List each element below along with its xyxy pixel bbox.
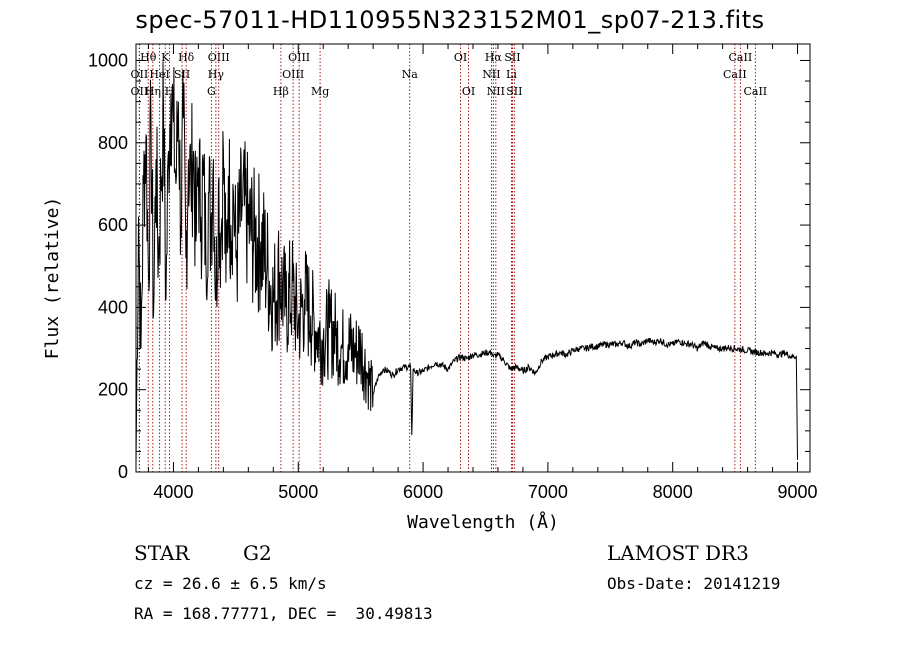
spectral-line-label: HeI: [149, 68, 169, 81]
x-axis-label: Wavelength (Å): [407, 511, 559, 533]
x-tick-label: 7000: [528, 482, 568, 502]
spectral-line-label: OII: [131, 85, 149, 98]
spectral-line-label: Hβ: [273, 85, 289, 98]
spectral-line-label: NII: [487, 85, 505, 98]
survey-label: LAMOST DR3: [607, 541, 749, 565]
spectral-line-label: Hη: [145, 85, 161, 98]
spectral-line-label: Hα: [485, 51, 503, 64]
y-tick-label: 600: [98, 215, 128, 235]
y-tick-label: 0: [118, 462, 128, 482]
spectral-line-label: H: [165, 85, 175, 98]
spectral-line-label: G: [207, 85, 216, 98]
spectral-line-label: OIII: [288, 51, 310, 64]
coordinates-label: RA = 168.77771, DEC = 30.49813: [134, 604, 433, 623]
spectral-line-label: CaII: [723, 68, 747, 81]
spectral-line-label: Li: [506, 68, 517, 81]
object-class: STAR: [134, 541, 190, 565]
spectral-line-label: OII: [131, 68, 149, 81]
spectral-line-label: K: [161, 51, 170, 64]
spectral-line-label: OI: [454, 51, 467, 64]
spectral-line-label: OI: [462, 85, 475, 98]
spectral-line-label: Hγ: [208, 68, 225, 81]
spectral-line-label: Na: [402, 68, 419, 81]
spectral-line-label: SII: [174, 68, 190, 81]
x-tick-label: 4000: [153, 482, 193, 502]
spectral-line-label: NII: [482, 68, 500, 81]
x-tick-label: 9000: [777, 482, 817, 502]
x-tick-label: 8000: [653, 482, 693, 502]
obs-date-label: Obs-Date: 20141219: [607, 574, 781, 593]
y-tick-label: 400: [98, 297, 128, 317]
flux-series-line: [135, 61, 798, 464]
y-axis-label: Flux (relative): [42, 197, 63, 360]
spectral-line-label: CaII: [743, 85, 767, 98]
spectral-line-label: OIII: [282, 68, 304, 81]
spectral-line-label: Hθ: [140, 51, 157, 64]
x-tick-label: 5000: [278, 482, 318, 502]
spectral-line-label: SII: [506, 85, 522, 98]
spectral-line-label: Hδ: [178, 51, 195, 64]
spectral-line-label: OIII: [208, 51, 230, 64]
spectral-line-label: CaII: [729, 51, 753, 64]
y-tick-label: 200: [98, 380, 128, 400]
y-tick-label: 800: [98, 133, 128, 153]
chart-title: spec-57011-HD110955N323152M01_sp07-213.f…: [135, 6, 765, 34]
y-tick-label: 1000: [88, 50, 128, 70]
x-tick-label: 6000: [403, 482, 443, 502]
spectral-line-label: SII: [504, 51, 520, 64]
spectral-line-label: Mg: [311, 85, 329, 98]
object-subclass: G2: [243, 541, 272, 565]
redshift-label: cz = 26.6 ± 6.5 km/s: [134, 574, 327, 593]
